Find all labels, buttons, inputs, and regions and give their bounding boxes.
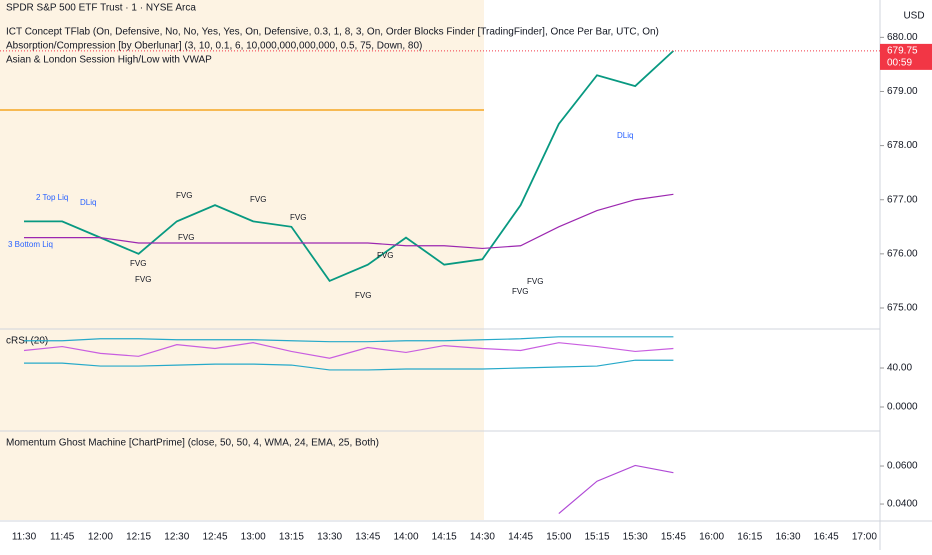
- x-tick-label: 17:00: [852, 532, 877, 543]
- x-tick-label: 14:45: [508, 532, 533, 543]
- x-tick-label: 14:15: [432, 532, 457, 543]
- y-tick-label: 0.0400: [887, 499, 918, 510]
- x-tick-label: 11:45: [50, 532, 75, 543]
- session-background: [0, 0, 484, 520]
- x-tick-label: 11:30: [12, 532, 37, 543]
- series-line: [24, 50, 675, 283]
- annotation: FVG: [527, 277, 543, 286]
- y-tick-label: 678.00: [887, 140, 918, 151]
- series-line: [24, 336, 674, 343]
- indicator-label: Momentum Ghost Machine [ChartPrime] (clo…: [6, 438, 379, 449]
- annotation: FVG: [355, 291, 371, 300]
- x-tick-label: 14:00: [393, 532, 418, 543]
- annotation: DLiq: [80, 198, 96, 207]
- series-line: [24, 359, 674, 371]
- annotation: 2 Top Liq: [36, 193, 68, 202]
- x-tick-label: 16:45: [814, 532, 839, 543]
- chart-title: SPDR S&P 500 ETF Trust · 1 · NYSE Arca: [6, 3, 196, 14]
- x-tick-label: 12:30: [164, 532, 189, 543]
- y-tick-label: 676.00: [887, 248, 918, 259]
- currency: USD: [903, 11, 924, 22]
- series-line: [23, 342, 674, 359]
- series-line: [24, 193, 674, 250]
- annotation: FVG: [250, 195, 266, 204]
- y-tick-label: 40.00: [887, 363, 912, 374]
- y-tick-label: 677.00: [887, 194, 918, 205]
- series-line: [558, 464, 674, 514]
- annotation: FVG: [178, 233, 194, 242]
- annotation: 3 Bottom Liq: [8, 240, 53, 249]
- y-tick-label: 0.0000: [887, 402, 918, 413]
- y-tick-label: 679.00: [887, 86, 918, 97]
- annotation: FVG: [176, 191, 192, 200]
- x-tick-label: 13:30: [317, 532, 342, 543]
- last-price-box: [880, 43, 932, 70]
- x-tick-label: 15:15: [584, 532, 609, 543]
- indicator-label: Asian & London Session High/Low with VWA…: [6, 55, 212, 66]
- annotation: DLiq: [617, 131, 633, 140]
- y-tick-label: 680.00: [887, 32, 918, 43]
- x-tick-label: 12:45: [202, 532, 227, 543]
- x-tick-label: 15:00: [546, 532, 571, 543]
- annotation: FVG: [130, 259, 146, 268]
- y-tick-label: 675.00: [887, 303, 918, 314]
- x-tick-label: 15:45: [661, 532, 686, 543]
- x-tick-label: 16:00: [699, 532, 724, 543]
- x-tick-label: 14:30: [470, 532, 495, 543]
- indicator-label: Absorption/Compression [by Oberlunar] (3…: [6, 41, 422, 52]
- annotation: FVG: [290, 213, 306, 222]
- x-tick-label: 16:15: [737, 532, 762, 543]
- x-tick-label: 16:30: [775, 532, 800, 543]
- x-tick-label: 13:00: [241, 532, 266, 543]
- x-tick-label: 15:30: [623, 532, 648, 543]
- y-tick-label: 0.0600: [887, 461, 918, 472]
- x-tick-label: 12:00: [88, 532, 113, 543]
- x-tick-label: 12:15: [126, 532, 151, 543]
- countdown: 00:59: [887, 58, 912, 69]
- indicator-label: ICT Concept TFlab (On, Defensive, No, No…: [6, 27, 659, 38]
- x-tick-label: 13:15: [279, 532, 304, 543]
- annotation: FVG: [377, 251, 393, 260]
- annotation: FVG: [512, 287, 528, 296]
- annotation: FVG: [135, 275, 151, 284]
- x-tick-label: 13:45: [355, 532, 380, 543]
- last-price-label: 679.75: [887, 46, 918, 57]
